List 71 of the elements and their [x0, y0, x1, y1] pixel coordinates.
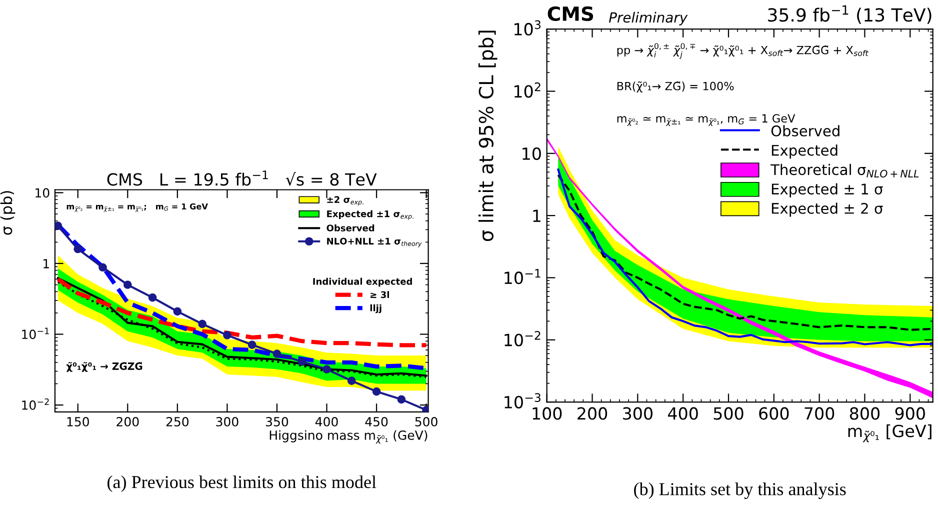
y-tick-label: 1: [533, 210, 540, 222]
point: [248, 340, 256, 349]
legend-label: Expected ± 2 σ: [772, 202, 883, 217]
x-tick-label: 900: [895, 407, 925, 420]
point: [148, 293, 157, 302]
line-series: [56, 277, 428, 348]
point: [347, 376, 356, 385]
x-tick-label: 350: [266, 416, 288, 426]
y-tick-label: 10$^{3}$: [514, 20, 541, 36]
y-axis-title: σ (pb): [0, 191, 16, 235]
x-tick-label: 200: [578, 407, 608, 420]
x-tick-label: 800: [850, 407, 880, 420]
y-tick-label: 10$^{−1}$: [504, 269, 540, 284]
y-tick-label: 10$^{−2}$: [504, 331, 540, 346]
chart-subtitle: Preliminary: [608, 12, 688, 26]
x-axis-title: m$_{χ̃⁰₁}$ [GeV]: [848, 424, 932, 442]
y-tick-label: 10$^{−2}$: [22, 398, 49, 410]
point: [98, 263, 107, 272]
annotation: χ̃⁰₁χ̃⁰₁ → ZG̃ZG̃: [66, 362, 142, 372]
x-axis-title: Higgsino mass m$_{χ̃⁰₁}$ (GeV): [270, 430, 428, 444]
point: [322, 365, 331, 374]
text: m$_{χ̃⁰₂}$ = m$_{χ̃±₁}$ = m$_{χ̃⁰₁}$; m$_{G̃}$ = 1 GeV: [66, 203, 208, 212]
x-tick-label: 300: [216, 416, 238, 426]
point: [397, 395, 406, 404]
x-tick-label: 450: [365, 416, 388, 426]
legend-label: Observed: [771, 125, 840, 136]
text: (a) Previous best limits on this model: [108, 475, 376, 492]
legend-label: ≥ 3l: [370, 291, 389, 298]
point: [74, 244, 82, 254]
y-tick-label: 10$^{−3}$: [504, 393, 540, 408]
text: 35.9 fb$^{−1}$ (13 TeV): [768, 5, 932, 24]
y-tick-label: 1: [44, 259, 49, 268]
point: [198, 320, 206, 328]
point: [298, 357, 306, 366]
point: [54, 222, 62, 230]
y-tick-label: 10$^{2}$: [514, 82, 540, 98]
y-tick-label: 10: [36, 188, 50, 198]
chart-title: CMS L = 19.5 fb$^{−1}$ √s = 8 TeV: [107, 170, 377, 186]
legend-label: ±2 σ$_{exp.}$: [327, 196, 364, 206]
legend-label: Expected ± 1 σ: [772, 183, 883, 198]
text: (b) Limits set by this analysis: [634, 482, 846, 499]
text: m$_{χ̃⁰₂}$ ≃ m$_{χ̃±₁}$ ≃ m$_{χ̃⁰₁}$, m$_{G̃}$ = 1 GeV: [617, 114, 796, 126]
point: [173, 307, 182, 316]
legend-label: NLO+NLL ±1 σ$_{theory}$: [327, 238, 422, 248]
point: [272, 350, 282, 358]
y-tick-label: 10: [522, 147, 541, 160]
x-tick-label: 600: [759, 407, 789, 420]
x-tick-label: 200: [116, 416, 139, 426]
legend-label: Theoretical σ$_{NLO+NLL}$: [770, 164, 919, 178]
point: [223, 331, 232, 340]
x-tick-label: 500: [415, 416, 438, 426]
x-tick-label: 400: [315, 416, 338, 426]
x-tick-label: 700: [804, 407, 834, 420]
y-tick-label: 10$^{−1}$: [22, 328, 49, 340]
x-tick-label: 300: [623, 407, 652, 420]
x-tick-label: 250: [166, 416, 189, 426]
point: [372, 387, 381, 396]
x-tick-label: 400: [668, 407, 698, 420]
point: [123, 280, 132, 289]
legend-label: Expected: [772, 144, 838, 159]
x-tick-label: 100: [532, 407, 562, 420]
annotation: BR(χ̃⁰₁→ ZG̃) = 100%: [617, 81, 734, 92]
x-tick-label: 150: [67, 416, 89, 426]
legend-label: lljj: [370, 304, 382, 314]
chart-title: CMS: [548, 6, 594, 22]
text: pp → χ̃$^{0,±}$$_{i}$ χ̃$^{0,∓}$$_{j}$ → χ̃⁰₁χ̃⁰₁ + X$_{soft}$→ ZZG̃G̃ + X$_{soft}$: [617, 43, 869, 59]
legend-label: Expected ±1 σ$_{exp.}$: [327, 210, 414, 220]
x-tick-label: 500: [714, 407, 744, 420]
y-axis-title: σ limit at 95% CL [pb]: [478, 30, 498, 242]
legend-title: Individual expected: [313, 278, 412, 287]
legend-label: Observed: [326, 224, 374, 232]
